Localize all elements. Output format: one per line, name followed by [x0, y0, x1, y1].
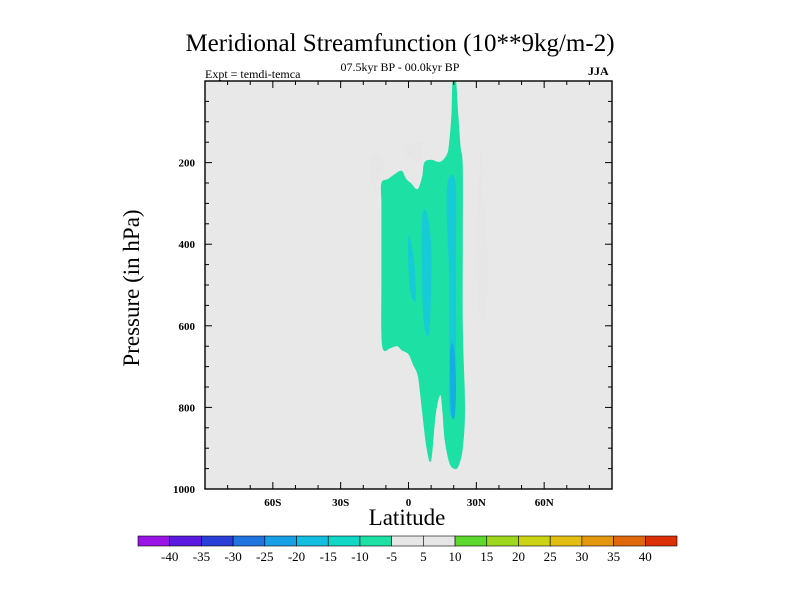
colorbar-box [518, 535, 551, 547]
contour-regions [369, 81, 489, 470]
colorbar-label: -20 [288, 549, 305, 564]
x-tick-label: 60S [264, 497, 281, 509]
x-tick-label: 30N [467, 497, 486, 509]
colorbar-box [454, 535, 488, 547]
season-label: JJA [588, 64, 609, 78]
chart-title: Meridional Streamfunction (10**9kg/m-2) [185, 30, 615, 57]
y-tick-label: 200 [179, 158, 196, 170]
colorbar-box [201, 535, 234, 547]
y-axis-ticks: 200 400 600 800 1000 [173, 100, 612, 496]
chart-subtitle: 07.5kyr BP - 00.0kyr BP [340, 60, 460, 74]
colorbar-label: -35 [193, 549, 210, 564]
colorbar-box [327, 535, 361, 547]
colorbar-label: 25 [544, 549, 557, 564]
x-axis-ticks: 60S 30S 0 30N 60N [227, 81, 590, 509]
colorbar-label: 35 [607, 549, 620, 564]
colorbar-box [169, 535, 202, 547]
colorbar-label: 15 [480, 549, 493, 564]
colorbar-box [359, 535, 392, 547]
colorbar-label: -30 [224, 549, 241, 564]
experiment-label: Expt = temdi-temca [205, 67, 301, 81]
y-tick-label: 600 [179, 321, 196, 333]
colorbar-box [644, 535, 678, 547]
y-tick-label: 800 [179, 402, 196, 414]
colorbar-box [549, 535, 583, 547]
colorbar-label: -10 [351, 549, 368, 564]
x-tick-label: 60N [535, 497, 554, 509]
y-tick-label: 1000 [173, 484, 196, 496]
colorbar-label: -15 [320, 549, 337, 564]
colorbar-label: 30 [575, 549, 588, 564]
y-tick-label: 400 [179, 239, 196, 251]
colorbar-label: 5 [420, 549, 427, 564]
colorbar-box [296, 535, 329, 547]
colorbar-label: 20 [512, 549, 525, 564]
colorbar-box [391, 535, 424, 547]
contour-green-cell-30n [476, 151, 489, 323]
colorbar-box [581, 535, 614, 547]
x-tick-label: 0 [406, 497, 412, 509]
x-axis-label: Latitude [368, 505, 446, 530]
contour-green-cell-equator-upper [404, 141, 423, 163]
colorbar-label: -5 [386, 549, 397, 564]
colorbar: -40 -35 -30 -25 -20 -15 -10 -5 5 10 15 20 25 30 35 40 [137, 535, 678, 564]
colorbar-label: -25 [256, 549, 273, 564]
contour-green-cell-south-upper [369, 152, 384, 196]
contour-core-left [408, 235, 416, 303]
colorbar-label: 40 [639, 549, 652, 564]
colorbar-box [486, 535, 519, 547]
colorbar-box [264, 535, 297, 547]
colorbar-box [423, 535, 456, 547]
colorbar-label: -40 [161, 549, 178, 564]
colorbar-box [232, 535, 266, 547]
colorbar-box [613, 535, 646, 547]
contour-core-mid [421, 209, 432, 337]
colorbar-label: 10 [449, 549, 462, 564]
colorbar-box [137, 535, 171, 547]
x-tick-label: 30S [332, 497, 349, 509]
contour-core-deep [450, 343, 457, 420]
